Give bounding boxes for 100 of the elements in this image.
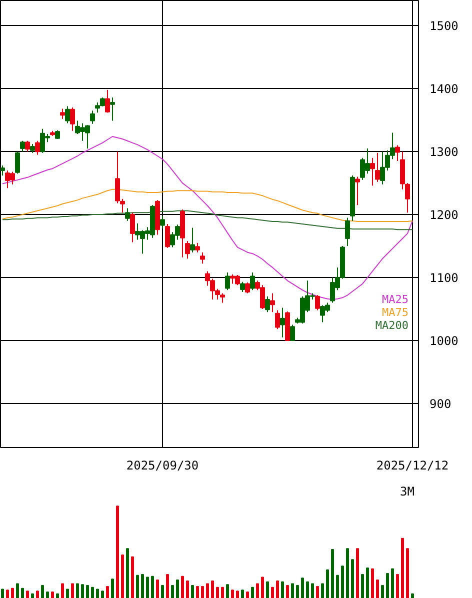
x-tick-label: 2025/12/12 bbox=[376, 458, 449, 472]
candlestick bbox=[60, 108, 65, 120]
bar bbox=[21, 588, 24, 598]
candlestick bbox=[250, 272, 255, 291]
bar bbox=[381, 585, 384, 598]
bar bbox=[296, 585, 299, 598]
bar bbox=[1, 588, 4, 598]
bar bbox=[66, 588, 69, 598]
bar bbox=[146, 576, 149, 598]
bar bbox=[326, 569, 329, 598]
bar bbox=[51, 592, 54, 598]
candlestick bbox=[20, 140, 25, 152]
bar bbox=[111, 578, 114, 598]
candlestick bbox=[190, 227, 195, 253]
bar bbox=[16, 583, 19, 598]
text: MA75 bbox=[382, 306, 409, 320]
bar bbox=[311, 583, 314, 598]
bar bbox=[71, 583, 74, 598]
bar bbox=[86, 585, 89, 598]
text: 3M bbox=[400, 484, 415, 498]
candlestick bbox=[240, 281, 245, 292]
bar bbox=[161, 585, 164, 598]
bar bbox=[266, 581, 269, 598]
bar bbox=[211, 580, 214, 598]
bar bbox=[376, 580, 379, 598]
bar bbox=[406, 548, 409, 598]
bar bbox=[306, 581, 309, 598]
bar bbox=[96, 588, 99, 598]
bar bbox=[206, 583, 209, 598]
candlestick bbox=[375, 152, 380, 182]
y-tick-label: 1300 bbox=[430, 145, 458, 160]
bar bbox=[321, 583, 324, 598]
bar bbox=[301, 578, 304, 598]
bar bbox=[336, 574, 339, 598]
bar bbox=[106, 586, 109, 598]
bar bbox=[171, 585, 174, 598]
candlestick bbox=[195, 242, 200, 253]
candlestick bbox=[115, 151, 120, 204]
bar bbox=[126, 548, 129, 598]
candlestick bbox=[0, 164, 5, 176]
bar bbox=[331, 549, 334, 598]
candlestick bbox=[345, 217, 350, 247]
bar bbox=[236, 590, 239, 598]
bar bbox=[411, 593, 414, 598]
bar bbox=[11, 588, 14, 598]
candlestick bbox=[400, 151, 405, 190]
candlestick bbox=[395, 144, 400, 162]
bar bbox=[46, 592, 49, 598]
bar bbox=[61, 583, 64, 598]
bar bbox=[166, 574, 169, 598]
bar bbox=[286, 585, 289, 598]
y-tick-label: 1200 bbox=[430, 208, 458, 222]
bar bbox=[241, 590, 244, 598]
candlestick bbox=[125, 208, 130, 222]
x-tick-label: 2025/09/30 bbox=[126, 458, 199, 472]
bar bbox=[246, 592, 249, 598]
bar bbox=[386, 573, 389, 598]
bar bbox=[76, 583, 79, 598]
bar bbox=[401, 538, 404, 598]
bar bbox=[361, 574, 364, 598]
candlestick bbox=[355, 176, 360, 206]
bar bbox=[231, 590, 234, 598]
candlestick bbox=[165, 224, 170, 248]
bar bbox=[6, 590, 9, 598]
bar bbox=[351, 559, 354, 598]
bar bbox=[186, 580, 189, 598]
candlestick bbox=[70, 107, 75, 132]
bar bbox=[151, 576, 154, 598]
series-label: MA25 bbox=[382, 293, 409, 306]
candlestick bbox=[15, 151, 20, 174]
bar bbox=[136, 574, 139, 598]
bar bbox=[341, 566, 344, 598]
bar bbox=[176, 580, 179, 598]
bar bbox=[191, 585, 194, 598]
bar bbox=[291, 583, 294, 598]
bar bbox=[216, 586, 219, 598]
bar bbox=[101, 590, 104, 598]
bar bbox=[31, 593, 34, 598]
bar bbox=[41, 585, 44, 598]
bar bbox=[396, 574, 399, 598]
bar bbox=[356, 548, 359, 598]
y-tick-label: 1500 bbox=[430, 19, 458, 34]
candlestick bbox=[290, 324, 295, 341]
bar bbox=[131, 556, 134, 598]
bar bbox=[81, 584, 84, 598]
candlestick bbox=[370, 157, 375, 186]
candlestick bbox=[35, 140, 40, 156]
candlestick bbox=[105, 89, 110, 114]
bar bbox=[156, 580, 159, 598]
candlestick bbox=[160, 215, 165, 229]
candlestick bbox=[185, 240, 190, 260]
candlestick bbox=[200, 252, 205, 264]
bar bbox=[91, 586, 94, 598]
text: MA200 bbox=[375, 319, 409, 332]
bar bbox=[316, 586, 319, 598]
candlestick bbox=[225, 272, 230, 291]
candlestick bbox=[275, 310, 280, 330]
bar bbox=[366, 568, 369, 598]
candlestick bbox=[265, 296, 270, 313]
candlestick bbox=[90, 110, 95, 124]
